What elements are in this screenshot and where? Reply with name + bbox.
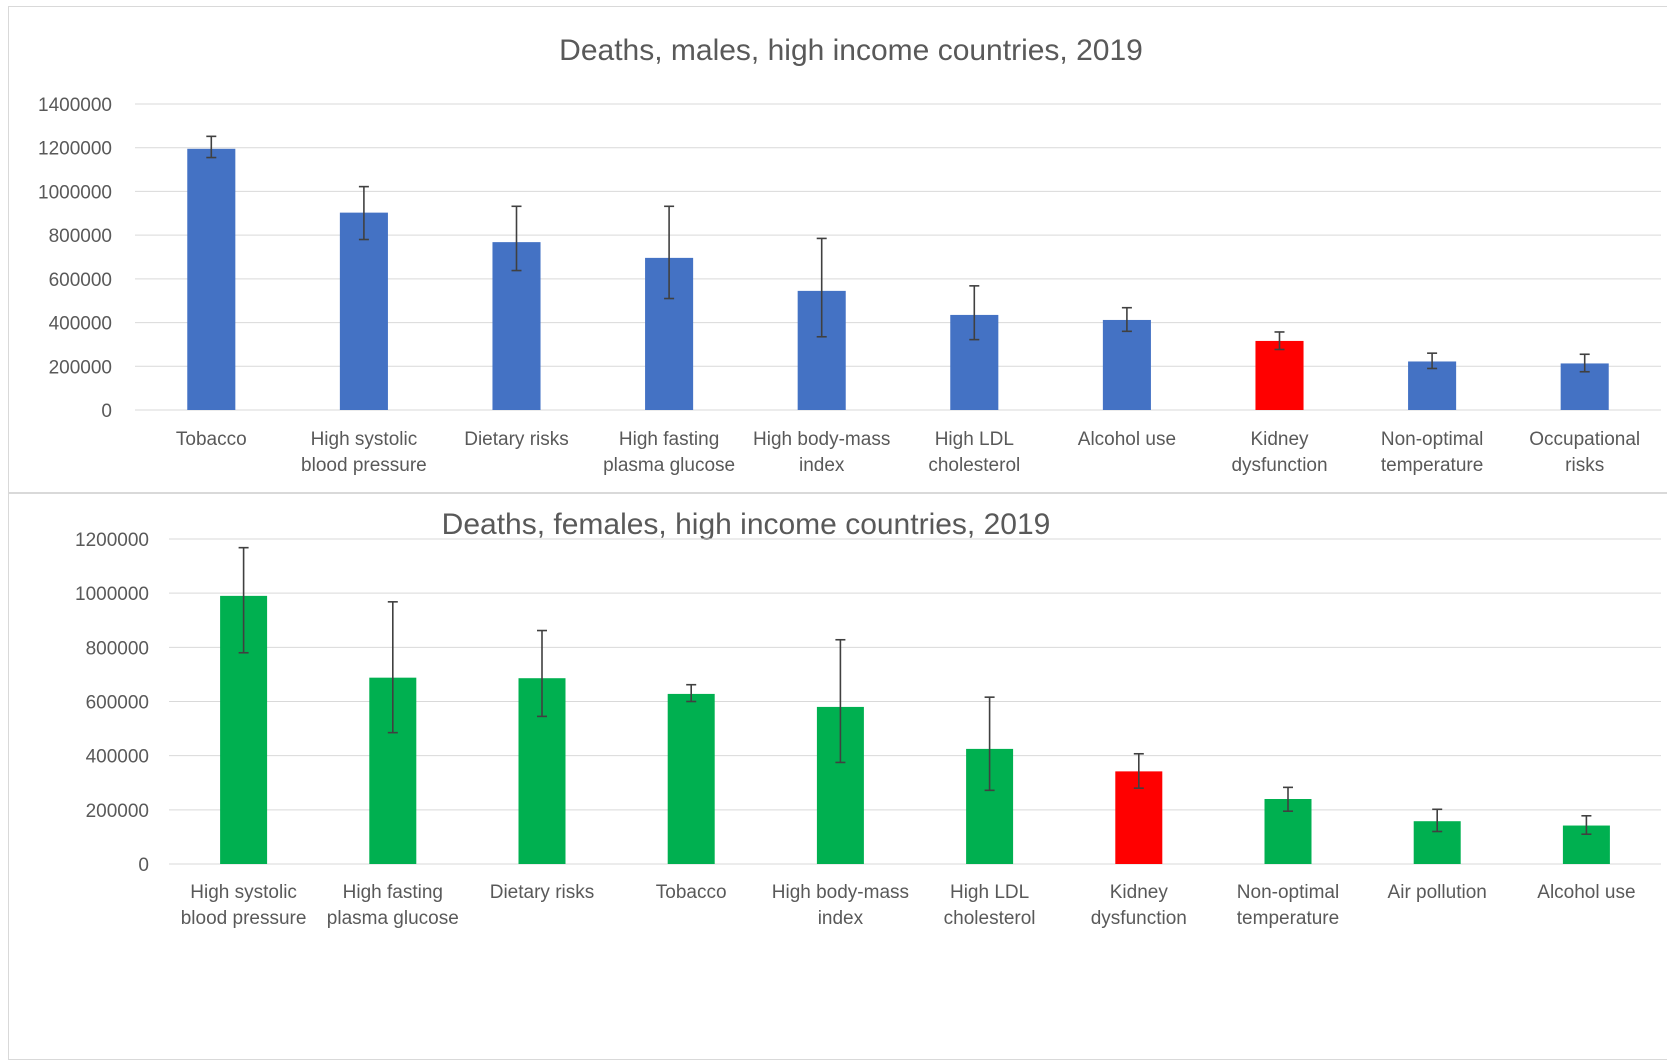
female-deaths-bar-chart: Deaths, females, high income countries, … (75, 508, 1661, 929)
male-category-label: Occupational risks (1529, 429, 1640, 476)
female-category-label: High LDL cholesterol (944, 882, 1036, 929)
male-category-label: Non-optimal temperature (1381, 429, 1483, 476)
female-y-tick-label: 200000 (86, 801, 149, 822)
male-error-bar (206, 135, 217, 159)
female-error-bar (537, 629, 547, 718)
female-error-bar (835, 638, 846, 764)
female-error-bar (238, 546, 249, 654)
female-category-label: High body-mass index (772, 882, 909, 929)
female-y-tick-label: 400000 (86, 747, 149, 768)
male-category-label: High systolic blood pressure (301, 429, 427, 476)
female-chart-title: Deaths, females, high income countries, … (442, 508, 1051, 541)
female-category-label: Dietary risks (490, 882, 595, 903)
female-error-bar (984, 696, 995, 792)
male-error-bar (1579, 353, 1590, 373)
female-category-label: Alcohol use (1537, 882, 1635, 903)
male-y-tick-label: 1200000 (38, 139, 112, 160)
female-category-label: Kidney dysfunction (1091, 882, 1187, 929)
male-y-tick-label: 1000000 (38, 182, 112, 203)
female-category-label: High systolic blood pressure (181, 882, 307, 929)
male-bar (1408, 361, 1457, 410)
female-y-tick-label: 1000000 (75, 584, 149, 605)
male-bar (339, 212, 388, 410)
male-chart-title: Deaths, males, high income countries, 20… (559, 34, 1143, 67)
male-y-tick-label: 200000 (49, 357, 112, 378)
male-error-bar (816, 237, 827, 338)
male-error-bar (969, 285, 980, 341)
female-error-bar (686, 683, 697, 703)
female-category-label: Air pollution (1388, 882, 1487, 903)
male-error-bar (1274, 331, 1285, 351)
female-error-bar (1133, 752, 1144, 789)
male-category-label: High fasting plasma glucose (603, 429, 735, 476)
male-deaths-bar-chart: Deaths, males, high income countries, 20… (38, 34, 1661, 476)
male-error-bar (358, 185, 369, 241)
male-category-label: High LDL cholesterol (928, 429, 1020, 476)
male-y-tick-label: 600000 (49, 270, 112, 291)
male-category-label: Tobacco (176, 429, 247, 450)
female-y-tick-label: 800000 (86, 638, 149, 659)
male-error-bar (664, 205, 675, 300)
female-bar (667, 693, 715, 864)
female-category-label: Non-optimal temperature (1237, 882, 1339, 929)
male-y-tick-label: 400000 (49, 314, 112, 335)
male-error-bar (1427, 352, 1438, 370)
male-error-bar (1121, 306, 1132, 333)
female-error-bar (1581, 814, 1592, 836)
female-y-tick-label: 1200000 (75, 530, 149, 551)
male-category-label: Kidney dysfunction (1231, 429, 1327, 476)
male-y-tick-label: 0 (101, 401, 112, 422)
male-chart-panel: Deaths, males, high income countries, 20… (8, 6, 1667, 493)
male-bar (187, 148, 236, 411)
male-y-tick-label: 1400000 (38, 95, 112, 116)
female-error-bar (1432, 808, 1443, 833)
male-category-label: High body-mass index (753, 429, 890, 476)
female-category-label: High fasting plasma glucose (327, 882, 459, 929)
female-chart-panel: Deaths, females, high income countries, … (8, 493, 1667, 1060)
female-error-bar (387, 601, 398, 734)
female-category-label: Tobacco (656, 882, 727, 903)
male-error-bar (511, 205, 522, 272)
male-bar (1102, 319, 1151, 410)
male-bar (1255, 340, 1304, 410)
male-y-tick-label: 800000 (49, 226, 112, 247)
male-category-label: Dietary risks (464, 429, 569, 450)
male-category-label: Alcohol use (1078, 429, 1176, 450)
female-error-bar (1283, 786, 1293, 812)
female-y-tick-label: 0 (138, 855, 149, 876)
female-y-tick-label: 600000 (86, 693, 149, 714)
